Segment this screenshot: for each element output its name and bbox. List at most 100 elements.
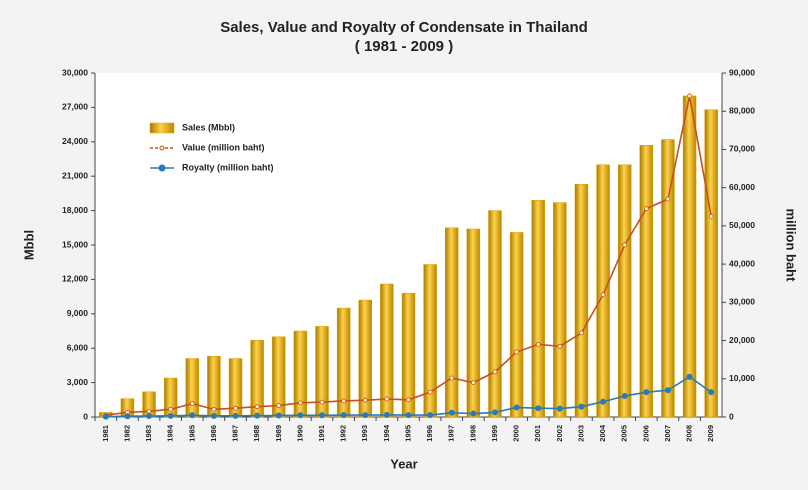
marker <box>405 412 412 419</box>
bar <box>682 95 697 418</box>
marker <box>275 412 282 419</box>
marker <box>708 213 714 219</box>
marker <box>297 412 304 419</box>
marker <box>297 400 303 406</box>
x-tick-label: 2000 <box>512 425 521 442</box>
y2-tick-label: 30,000 <box>729 297 755 307</box>
y2-tick-label: 10,000 <box>729 373 755 383</box>
bar <box>553 202 567 418</box>
x-tick-label: 1993 <box>360 425 369 442</box>
marker <box>254 412 261 419</box>
x-tick-label: 1986 <box>209 425 218 442</box>
marker <box>168 406 174 412</box>
x-tick-label: 1991 <box>317 425 326 442</box>
marker <box>556 405 563 412</box>
marker <box>362 397 368 403</box>
marker <box>492 369 498 375</box>
bar <box>704 109 718 418</box>
y2-tick-label: 40,000 <box>729 258 755 268</box>
chart-subtitle: ( 1981 - 2009 ) <box>355 38 453 55</box>
marker <box>686 373 693 380</box>
marker <box>384 396 390 402</box>
y-tick-label: 27,000 <box>62 102 88 112</box>
marker <box>341 398 347 404</box>
x-tick-label: 2002 <box>555 425 564 442</box>
bar <box>531 200 545 418</box>
x-tick-label: 2009 <box>706 425 715 442</box>
marker <box>427 389 433 395</box>
marker <box>146 408 152 414</box>
y2-tick-label: 60,000 <box>729 182 755 192</box>
marker <box>535 341 541 347</box>
y-tick-label: 12,000 <box>62 274 88 284</box>
y-tick-label: 18,000 <box>62 205 88 215</box>
x-tick-label: 2008 <box>685 425 694 442</box>
y2-tick-label: 80,000 <box>729 105 755 115</box>
y2-tick-label: 0 <box>729 411 734 421</box>
marker <box>578 403 585 410</box>
marker <box>383 411 390 418</box>
marker <box>362 412 369 419</box>
x-axis-title: Year <box>390 456 417 471</box>
bar <box>661 139 675 418</box>
y-tick-label: 30,000 <box>62 67 88 77</box>
marker <box>600 398 607 405</box>
marker <box>448 409 455 416</box>
marker <box>579 330 584 336</box>
marker <box>514 349 520 355</box>
bar <box>574 183 589 418</box>
marker <box>210 412 217 419</box>
marker <box>643 206 649 212</box>
marker <box>211 406 217 412</box>
x-tick-label: 2005 <box>620 425 629 442</box>
marker <box>232 412 239 419</box>
marker <box>513 404 520 411</box>
y2-tick-label: 20,000 <box>729 335 755 345</box>
bar <box>596 164 610 418</box>
x-tick-label: 1981 <box>101 425 110 442</box>
x-tick-label: 1994 <box>382 424 391 442</box>
marker <box>470 410 477 417</box>
x-tick-label: 1988 <box>252 425 261 442</box>
x-tick-label: 2007 <box>663 425 672 442</box>
x-tick-label: 1992 <box>339 425 348 442</box>
bar <box>466 228 481 418</box>
marker <box>470 380 476 386</box>
marker <box>535 405 542 412</box>
marker <box>664 387 671 394</box>
marker <box>665 196 671 202</box>
y-tick-label: 3,000 <box>67 377 89 387</box>
marker <box>621 392 628 399</box>
y-axis-title: Mbbl <box>21 230 36 260</box>
marker <box>643 389 650 396</box>
marker <box>124 413 131 420</box>
x-tick-label: 1990 <box>295 425 304 442</box>
legend-label: Sales (Mbbl) <box>182 122 235 132</box>
marker <box>146 413 153 420</box>
marker <box>708 389 715 396</box>
marker <box>254 404 260 410</box>
marker <box>622 242 628 248</box>
x-tick-label: 1997 <box>447 425 456 442</box>
x-tick-label: 1996 <box>425 425 434 442</box>
y-tick-label: 6,000 <box>67 342 89 352</box>
marker <box>276 403 282 408</box>
x-tick-label: 2003 <box>576 425 585 442</box>
marker <box>340 412 347 419</box>
marker <box>189 412 196 419</box>
marker <box>233 405 238 411</box>
y-tick-label: 21,000 <box>62 170 88 180</box>
x-tick-label: 1987 <box>231 425 240 442</box>
x-tick-label: 2006 <box>641 425 650 442</box>
x-tick-label: 2004 <box>598 424 607 442</box>
bar <box>509 232 524 418</box>
x-tick-label: 1985 <box>187 425 196 442</box>
legend-marker <box>159 145 165 151</box>
y-tick-label: 0 <box>83 411 88 421</box>
x-tick-label: 1982 <box>122 425 131 442</box>
legend-swatch <box>149 122 175 134</box>
y-tick-label: 15,000 <box>62 239 88 249</box>
y-tick-label: 9,000 <box>67 308 89 318</box>
x-tick-label: 2001 <box>533 425 542 442</box>
